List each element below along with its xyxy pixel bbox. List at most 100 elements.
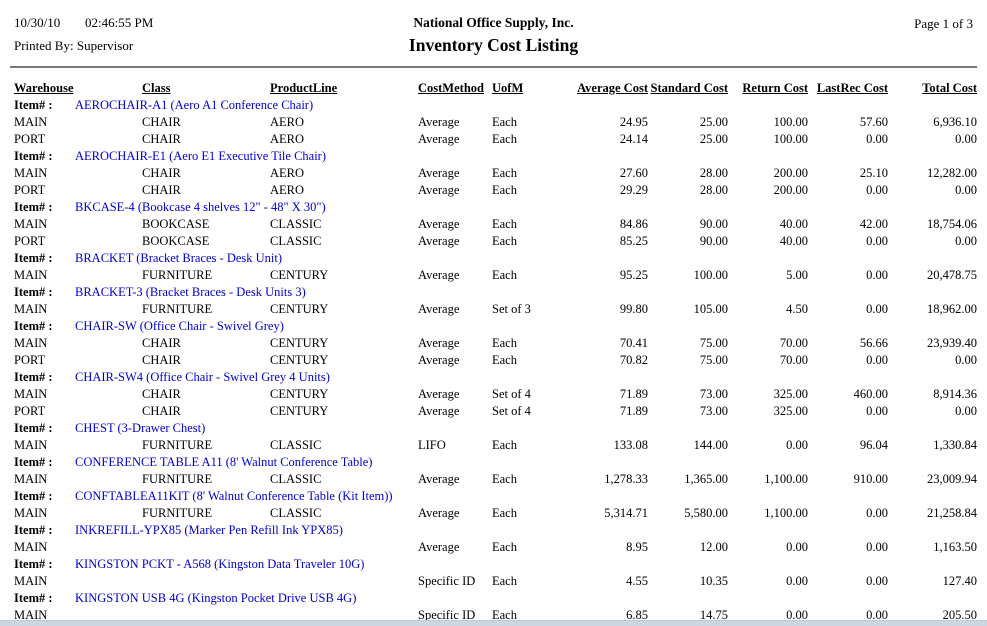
cell-standard-cost: 73.00 <box>699 404 728 418</box>
item-number-label: Item# : <box>14 455 53 469</box>
cell-costmethod: Average <box>418 353 460 367</box>
item-header-row: Item# : BKCASE-4 (Bookcase 4 shelves 12" … <box>14 198 977 215</box>
item-header-cell: Item# : CONFERENCE TABLE A11 (8' Walnut C… <box>14 453 977 470</box>
cell-average-cost: 4.55 <box>626 574 648 588</box>
cell-return-cost: 70.00 <box>779 353 808 367</box>
cell-standard-cost: 12.00 <box>699 540 728 554</box>
item-number-value[interactable]: AEROCHAIR-E1 (Aero E1 Executive Tile Cha… <box>75 149 327 163</box>
cell-costmethod: Specific ID <box>418 608 476 622</box>
item-number-label: Item# : <box>14 523 53 537</box>
cell-return-cost: 5.00 <box>786 268 808 282</box>
cell-return-cost: 0.00 <box>786 438 808 452</box>
cell-uofm: Each <box>492 353 517 367</box>
item-header-row: Item# : KINGSTON PCKT - A568 (Kingston Da… <box>14 555 977 572</box>
cell-productline: AERO <box>270 132 305 146</box>
cell-lastrec-cost: 0.00 <box>866 506 888 520</box>
cell-costmethod: Average <box>418 115 460 129</box>
cell-total-cost: 127.40 <box>942 574 977 588</box>
cell-productline: CENTURY <box>270 353 329 367</box>
item-number-value[interactable]: CHEST (3-Drawer Chest) <box>75 421 206 435</box>
item-number-value[interactable]: CONFERENCE TABLE A11 (8' Walnut Conferen… <box>75 455 373 469</box>
cell-productline: AERO <box>270 166 305 180</box>
cell-class <box>142 538 270 555</box>
cell-costmethod: Average <box>418 132 460 146</box>
cell-costmethod: Average <box>418 472 460 486</box>
warehouse-data-row: MAIN Specific ID Each 4.55 10.35 0.00 0.00 127.… <box>14 572 977 589</box>
item-number-value[interactable]: CHAIR-SW (Office Chair - Swivel Grey) <box>75 319 284 333</box>
cell-productline: CLASSIC <box>270 438 322 452</box>
cell-standard-cost: 14.75 <box>699 608 728 622</box>
cell-warehouse: PORT <box>14 353 46 367</box>
cell-class: CHAIR <box>142 336 181 350</box>
item-number-value[interactable]: INKREFILL-YPX85 (Marker Pen Refill Ink Y… <box>75 523 343 537</box>
cell-average-cost: 24.14 <box>619 132 648 146</box>
cell-lastrec-cost: 0.00 <box>866 404 888 418</box>
report-title: Inventory Cost Listing <box>408 35 579 55</box>
cell-lastrec-cost: 0.00 <box>866 183 888 197</box>
item-number-label: Item# : <box>14 319 53 333</box>
item-number-value[interactable]: KINGSTON PCKT - A568 (Kingston Data Trav… <box>75 557 365 571</box>
cell-total-cost: 18,962.00 <box>927 302 977 316</box>
cell-warehouse: MAIN <box>14 115 48 129</box>
cell-standard-cost: 25.00 <box>699 115 728 129</box>
cell-costmethod: Average <box>418 404 460 418</box>
cell-total-cost: 6,936.10 <box>933 115 977 129</box>
cell-standard-cost: 28.00 <box>699 183 728 197</box>
warehouse-data-row: MAIN FURNITURE CLASSIC Average Each 1,278.33 1… <box>14 470 977 487</box>
col-header-return-cost: Return Cost <box>742 81 808 95</box>
cell-total-cost: 1,163.50 <box>933 540 977 554</box>
cell-warehouse: PORT <box>14 404 46 418</box>
cell-warehouse: MAIN <box>14 166 48 180</box>
cell-productline: CENTURY <box>270 404 329 418</box>
cell-standard-cost: 75.00 <box>699 353 728 367</box>
item-number-value[interactable]: BKCASE-4 (Bookcase 4 shelves 12" - 48" X… <box>75 200 326 214</box>
cell-total-cost: 1,330.84 <box>933 438 977 452</box>
cell-lastrec-cost: 0.00 <box>866 234 888 248</box>
warehouse-data-row: MAIN BOOKCASE CLASSIC Average Each 84.86 90.00… <box>14 215 977 232</box>
cell-average-cost: 84.86 <box>619 217 648 231</box>
cell-uofm: Each <box>492 574 517 588</box>
cell-return-cost: 40.00 <box>779 217 808 231</box>
item-number-label: Item# : <box>14 285 53 299</box>
item-number-value[interactable]: BRACKET (Bracket Braces - Desk Unit) <box>75 251 283 265</box>
cell-class: CHAIR <box>142 387 181 401</box>
cell-uofm: Set of 4 <box>492 404 531 418</box>
cell-uofm: Each <box>492 132 517 146</box>
cell-productline: CLASSIC <box>270 234 322 248</box>
cell-return-cost: 200.00 <box>773 183 808 197</box>
cell-class: FURNITURE <box>142 506 213 520</box>
item-number-value[interactable]: CONFTABLEA11KIT (8' Walnut Conference Ta… <box>75 489 393 503</box>
cell-lastrec-cost: 57.60 <box>859 115 888 129</box>
cell-warehouse: MAIN <box>14 336 48 350</box>
item-number-value[interactable]: CHAIR-SW4 (Office Chair - Swivel Grey 4 … <box>75 370 330 384</box>
cell-average-cost: 29.29 <box>619 183 648 197</box>
item-number-value[interactable]: KINGSTON USB 4G (Kingston Pocket Drive U… <box>75 591 357 605</box>
item-header-cell: Item# : AEROCHAIR-E1 (Aero E1 Executive T… <box>14 147 977 164</box>
cell-warehouse: MAIN <box>14 302 48 316</box>
cell-class: CHAIR <box>142 183 181 197</box>
cell-warehouse: MAIN <box>14 574 48 588</box>
item-header-row: Item# : CHEST (3-Drawer Chest) <box>14 419 977 436</box>
item-header-row: Item# : CHAIR-SW4 (Office Chair - Swivel … <box>14 368 977 385</box>
cell-class: BOOKCASE <box>142 234 210 248</box>
item-number-value[interactable]: AEROCHAIR-A1 (Aero A1 Conference Chair) <box>75 98 314 112</box>
warehouse-data-row: PORT CHAIR AERO Average Each 29.29 28.00 200.00… <box>14 181 977 198</box>
cell-warehouse: MAIN <box>14 506 48 520</box>
item-number-label: Item# : <box>14 489 53 503</box>
cell-total-cost: 0.00 <box>955 234 977 248</box>
cell-productline: CENTURY <box>270 302 329 316</box>
cell-return-cost: 100.00 <box>773 115 808 129</box>
warehouse-data-row: MAIN CHAIR AERO Average Each 27.60 28.00 200.00… <box>14 164 977 181</box>
item-number-label: Item# : <box>14 421 53 435</box>
cell-costmethod: Average <box>418 268 460 282</box>
cell-uofm: Set of 3 <box>492 302 531 316</box>
printed-by-label: Printed By: Supervisor <box>14 38 134 53</box>
item-header-cell: Item# : BKCASE-4 (Bookcase 4 shelves 12" … <box>14 198 977 215</box>
item-number-value[interactable]: BRACKET-3 (Bracket Braces - Desk Units 3… <box>75 285 306 299</box>
cell-costmethod: Average <box>418 183 460 197</box>
cell-total-cost: 23,939.40 <box>927 336 977 350</box>
cell-lastrec-cost: 0.00 <box>866 353 888 367</box>
warehouse-data-row: MAIN FURNITURE CENTURY Average Each 95.25 100.… <box>14 266 977 283</box>
cell-costmethod: Average <box>418 302 460 316</box>
cell-return-cost: 325.00 <box>773 387 808 401</box>
